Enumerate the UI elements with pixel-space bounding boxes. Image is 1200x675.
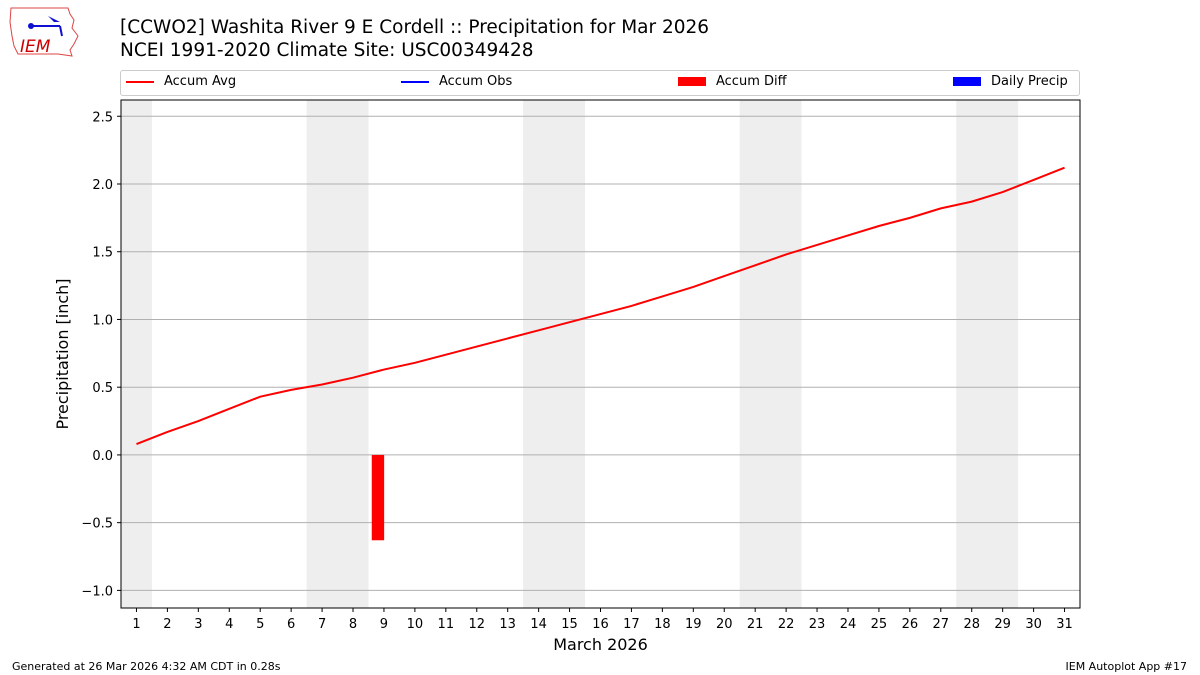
x-tick-label: 5 bbox=[256, 617, 264, 632]
x-tick-label: 17 bbox=[623, 617, 640, 632]
legend-label: Accum Diff bbox=[716, 74, 787, 89]
footer-app: IEM Autoplot App #17 bbox=[1065, 660, 1188, 673]
plot-frame bbox=[120, 99, 1081, 609]
x-tick-label: 14 bbox=[530, 617, 547, 632]
x-tick-label: 24 bbox=[840, 617, 857, 632]
chart-subtitle: NCEI 1991-2020 Climate Site: USC00349428 bbox=[120, 40, 534, 61]
x-tick-label: 3 bbox=[194, 617, 202, 632]
footer-generated: Generated at 26 Mar 2026 4:32 AM CDT in … bbox=[12, 660, 281, 673]
x-tick-label: 28 bbox=[963, 617, 980, 632]
legend-swatch bbox=[678, 77, 706, 86]
x-tick-label: 4 bbox=[225, 617, 233, 632]
x-tick-label: 13 bbox=[499, 617, 516, 632]
x-tick-label: 6 bbox=[287, 617, 295, 632]
weekend-shade bbox=[306, 100, 369, 608]
iem-logo: IEM bbox=[9, 7, 79, 57]
x-tick-label: 2 bbox=[163, 617, 171, 632]
x-tick-label: 31 bbox=[1056, 617, 1073, 632]
weekend-shade bbox=[956, 100, 1019, 608]
y-tick-label: 1.0 bbox=[92, 313, 113, 328]
legend-swatch bbox=[401, 80, 429, 83]
x-tick-label: 11 bbox=[438, 617, 455, 632]
legend-label: Daily Precip bbox=[991, 74, 1068, 89]
y-tick-label: −1.0 bbox=[81, 584, 113, 599]
x-tick-label: 21 bbox=[747, 617, 764, 632]
accum-avg-line bbox=[136, 166, 1065, 446]
x-tick-label: 22 bbox=[778, 617, 795, 632]
x-tick-label: 19 bbox=[685, 617, 702, 632]
y-tick-label: 2.5 bbox=[92, 110, 113, 125]
y-tick-label: 2.0 bbox=[92, 178, 113, 193]
weekend-shade bbox=[121, 100, 152, 608]
weekend-shade bbox=[523, 100, 586, 608]
x-tick-label: 10 bbox=[407, 617, 424, 632]
x-tick-label: 18 bbox=[654, 617, 671, 632]
x-tick-label: 23 bbox=[809, 617, 826, 632]
x-tick-label: 16 bbox=[592, 617, 609, 632]
legend-swatch bbox=[126, 80, 154, 83]
legend: Accum Avg Accum Obs Accum Diff Daily Pre… bbox=[120, 70, 1080, 96]
legend-accum-avg: Accum Avg bbox=[126, 74, 236, 89]
x-tick-label: 30 bbox=[1025, 617, 1042, 632]
svg-text:IEM: IEM bbox=[20, 37, 51, 57]
x-tick-label: 7 bbox=[318, 617, 326, 632]
legend-accum-obs: Accum Obs bbox=[401, 74, 512, 89]
y-axis-label: Precipitation [inch] bbox=[53, 278, 72, 429]
x-tick-label: 29 bbox=[994, 617, 1011, 632]
legend-swatch bbox=[953, 77, 981, 86]
x-tick-label: 9 bbox=[380, 617, 388, 632]
legend-label: Accum Avg bbox=[164, 74, 237, 89]
x-tick-label: 15 bbox=[561, 617, 578, 632]
y-tick-label: 0.5 bbox=[92, 381, 113, 396]
legend-daily-precip: Daily Precip bbox=[953, 74, 1068, 89]
x-tick-label: 1 bbox=[132, 617, 140, 632]
y-tick-label: −0.5 bbox=[81, 517, 113, 532]
y-tick-label: 1.5 bbox=[92, 246, 113, 261]
y-tick-label: 0.0 bbox=[92, 449, 113, 464]
legend-accum-diff: Accum Diff bbox=[678, 74, 787, 89]
x-tick-label: 12 bbox=[468, 617, 485, 632]
x-tick-label: 26 bbox=[902, 617, 919, 632]
x-tick-label: 25 bbox=[871, 617, 888, 632]
x-tick-label: 20 bbox=[716, 617, 733, 632]
x-tick-label: 27 bbox=[933, 617, 950, 632]
chart-title: [CCWO2] Washita River 9 E Cordell :: Pre… bbox=[120, 17, 710, 38]
legend-label: Accum Obs bbox=[439, 74, 513, 89]
x-axis-label: March 2026 bbox=[553, 635, 648, 654]
weekend-shade bbox=[739, 100, 802, 608]
x-tick-label: 8 bbox=[349, 617, 357, 632]
accum-diff-bar bbox=[371, 454, 385, 541]
